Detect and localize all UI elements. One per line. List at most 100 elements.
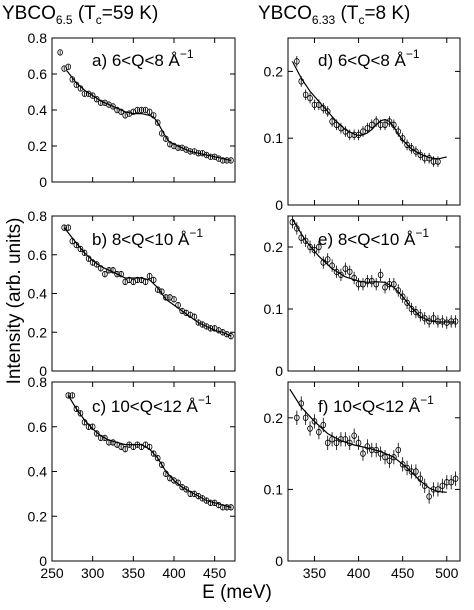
data-point [142,278,149,286]
y-tick-label: 0.6 [28,247,48,263]
data-point [110,267,116,274]
data-point [329,436,335,443]
data-point [338,271,344,279]
data-point [320,259,327,266]
data-point [435,486,441,493]
column-title-right: YBCO6.33 (Tc=8 K) [258,3,410,27]
data-point [154,119,161,126]
panel-label-text: d) 6<Q<8 Å [318,51,407,70]
data-point [98,99,104,106]
data-point [187,148,194,155]
data-point [413,468,419,475]
data-point [85,255,92,262]
data-point [294,225,300,232]
column-title-left-tc-text: (T [77,3,96,24]
data-point [57,49,63,56]
data-point [118,270,124,278]
data-point [311,246,318,254]
data-point [351,432,357,439]
data-point [93,261,100,268]
column-title-left-tc-value: =59 K) [101,3,159,24]
data-point [430,315,437,322]
data-point [404,141,410,149]
data-point [386,118,393,125]
y-tick-label: 0 [275,553,283,569]
data-point [85,423,92,430]
data-point [377,450,384,457]
panel-label: b) 8<Q<10 Å−1 [92,226,203,249]
data-point [417,312,424,319]
x-tick-label: 300 [81,565,105,581]
data-point [102,270,108,278]
data-point [191,313,198,320]
data-point [382,453,388,461]
data-point [102,434,108,442]
data-point [93,95,100,103]
data-point [163,135,169,142]
data-point [342,128,349,135]
panel-label-superscript: −1 [198,393,212,407]
data-point [342,436,349,443]
data-point [65,392,72,399]
panel-label: f) 10<Q<12 Å−1 [318,393,434,416]
data-point [159,288,165,295]
data-point [307,94,313,102]
data-point [65,63,72,70]
data-point [154,454,161,462]
data-point [395,287,402,294]
data-point [298,234,305,241]
panel-label-superscript: −1 [415,226,429,240]
column-title-right-subscript: 6.33 [311,12,336,27]
data-point [73,241,80,249]
data-point [93,430,100,437]
data-point [448,479,454,486]
y-tick-label: 0.2 [28,508,48,524]
data-point [302,414,309,421]
data-point [163,294,169,301]
panel-4: 0 0.1 0.2 d) 6<Q<8 Å−1 [264,37,461,213]
data-point [298,400,305,407]
data-point [386,457,393,464]
data-point [77,410,84,417]
data-point [360,281,366,288]
data-point [333,439,340,447]
data-point [69,237,76,245]
column-title-left-subscript: 6.5 [55,12,73,27]
data-point [134,276,141,284]
x-tick-label: 400 [347,565,371,581]
data-point [171,296,177,303]
data-point [364,124,371,132]
y-tick-label: 0.6 [28,419,48,435]
data-point [360,450,366,457]
data-point [342,265,349,272]
data-point [220,157,226,164]
y-tick-label: 0.8 [28,374,48,390]
data-point [417,151,424,159]
data-point [77,85,84,92]
data-point [391,453,397,461]
data-point [426,155,432,162]
y-tick-label: 0 [39,174,47,190]
data-point [404,299,410,306]
x-tick-label: 450 [203,565,227,581]
panel-2: 0 0.2 0.4 0.6 0.8 b) 8<Q<10 Å−1 [28,208,236,379]
data-point [382,284,388,291]
data-point [404,464,410,472]
data-point [426,318,432,325]
data-point [452,475,459,482]
data-point [228,157,234,164]
data-point [150,276,157,284]
data-point [452,318,459,325]
data-point [307,425,313,432]
data-point [146,108,153,115]
data-point [324,439,331,447]
panel-5: 0 0.1 0.2 e) 8<Q<10 Å−1 [264,215,461,379]
data-point [329,118,335,125]
data-point [224,157,230,164]
column-title-left-compound: YBCO [2,3,56,24]
panel-6: 0 0.1 0.2 350 400 450 500 f) 10<Q<12 Å−1 [264,381,461,581]
panel-label-text: a) 6<Q<8 Å [92,51,181,70]
data-point [373,118,380,125]
y-tick-label: 0.8 [28,208,48,224]
y-tick-label: 0.2 [264,63,284,79]
